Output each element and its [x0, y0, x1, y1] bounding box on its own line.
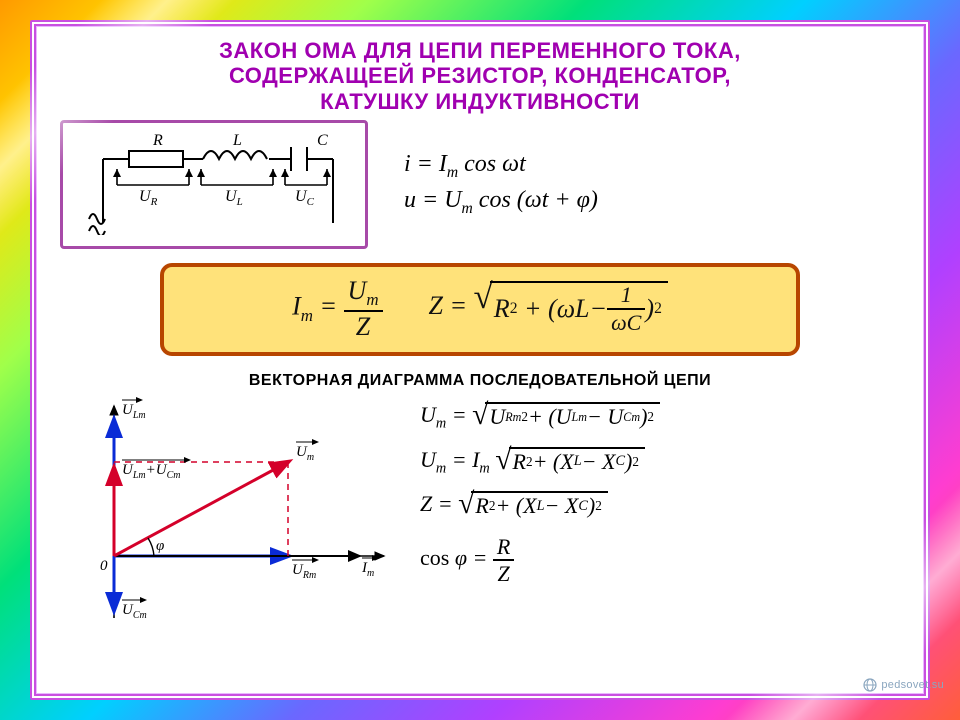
svg-text:Im: Im	[361, 560, 374, 579]
eq-Um-Im: Um = Im √ R2 + (XL − XC)2	[420, 447, 660, 477]
watermark-text: pedsovet.su	[881, 679, 944, 691]
watermark: pedsovet.su	[863, 678, 944, 692]
slide-title: ЗАКОН ОМА ДЛЯ ЦЕПИ ПЕРЕМЕННОГО ТОКА, СОД…	[60, 38, 900, 114]
frac-den: Z	[352, 313, 374, 340]
svg-text:0: 0	[100, 558, 108, 574]
title-line: СОДЕРЖАЩЕЕЙ РЕЗИСТОР, КОНДЕНСАТОР,	[60, 63, 900, 88]
row-circuit-equations: R L C	[60, 120, 900, 249]
svg-text:C: C	[317, 132, 328, 149]
row-diagram-equations: 0 φ ULm Um ULm+UCm URm Im UCm	[60, 392, 900, 622]
Z-R: R	[494, 294, 510, 324]
svg-text:φ: φ	[156, 538, 164, 554]
eq-i-sub: m	[447, 163, 458, 180]
svg-text:ULm: ULm	[122, 402, 146, 421]
svg-text:UL: UL	[225, 188, 243, 208]
circuit-svg: R L C	[69, 129, 359, 235]
eq-cosphi: cos φ = RZ	[420, 535, 660, 585]
frac-num-sub: m	[366, 290, 378, 309]
vector-diagram-title: ВЕКТОРНАЯ ДИАГРАММА ПОСЛЕДОВАТЕЛЬНОЙ ЦЕП…	[60, 372, 900, 390]
title-line: КАТУШКУ ИНДУКТИВНОСТИ	[60, 89, 900, 114]
globe-icon	[863, 678, 877, 692]
eq-u: u = Um cos (ωt + φ)	[404, 187, 598, 218]
eq-Z-XLXC: Z = √ R2 + (XL − XC)2	[420, 491, 660, 521]
svg-text:R: R	[152, 132, 163, 149]
eq-Um-sqrt: Um = √ URm2 + (ULm − UCm)2	[420, 402, 660, 432]
iu-equations: i = Im cos ωt u = Um cos (ωt + φ)	[404, 145, 598, 225]
vector-diagram: 0 φ ULm Um ULm+UCm URm Im UCm	[60, 392, 400, 622]
circuit-diagram: R L C	[60, 120, 368, 249]
svg-text:UCm: UCm	[122, 602, 147, 621]
svg-text:UC: UC	[295, 188, 315, 208]
svg-text:URm: URm	[292, 562, 316, 581]
highlight-formulae: Im = UmZ Z = √ R2 + (ωL − 1ωC )2	[160, 263, 800, 356]
svg-text:UR: UR	[139, 188, 158, 208]
svg-text:Um: Um	[296, 444, 314, 463]
svg-text:ULm+UCm: ULm+UCm	[122, 462, 181, 481]
eq-i-lhs: i = I	[404, 151, 447, 177]
frac-num: U	[348, 276, 367, 305]
slide-frame: ЗАКОН ОМА ДЛЯ ЦЕПИ ПЕРЕМЕННОГО ТОКА, СОД…	[30, 20, 930, 700]
eq-Z: Z = √ R2 + (ωL − 1ωC )2	[429, 281, 668, 335]
Z-frac-bot: ωC	[607, 311, 645, 334]
eq-i-tail: cos ωt	[458, 151, 526, 177]
title-line: ЗАКОН ОМА ДЛЯ ЦЕПИ ПЕРЕМЕННОГО ТОКА,	[60, 38, 900, 63]
eq-u-sub: m	[462, 200, 473, 217]
Z-frac-top: 1	[617, 283, 636, 306]
svg-text:L: L	[232, 132, 242, 149]
eq-i: i = Im cos ωt	[404, 151, 598, 182]
eq-Im: Im = UmZ	[292, 277, 382, 340]
equations-list: Um = √ URm2 + (ULm − UCm)2 Um = Im √ R2 …	[420, 392, 660, 622]
eq-u-tail: cos (ωt + φ)	[473, 187, 598, 213]
eq-u-lhs: u = U	[404, 187, 462, 213]
Z-wL: ωL	[557, 294, 590, 324]
